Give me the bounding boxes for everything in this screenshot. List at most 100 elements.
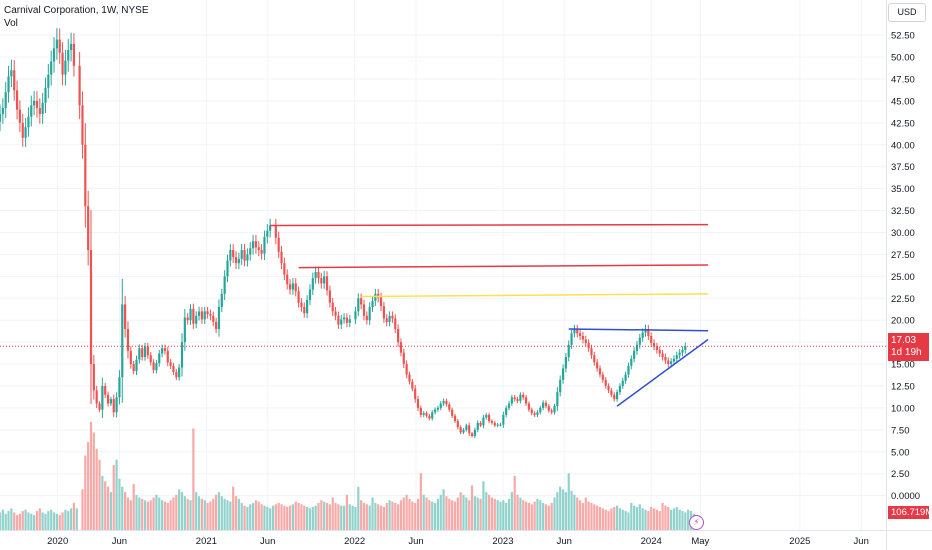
candle-body: [246, 254, 249, 261]
candle-body: [24, 127, 27, 138]
candle-body: [294, 283, 297, 292]
horizontal-level-line[interactable]: [361, 293, 709, 298]
candle-body: [385, 318, 388, 322]
volume-bar: [266, 507, 269, 530]
annotation-lines[interactable]: [270, 223, 709, 407]
volume-bar: [499, 501, 502, 530]
volume-bar: [607, 511, 610, 530]
candle-body: [254, 241, 258, 248]
candle-body: [672, 358, 676, 362]
ascending-trendline[interactable]: [616, 338, 709, 407]
volume-bar: [345, 494, 349, 530]
horizontal-level-line[interactable]: [270, 223, 709, 227]
volume-bar: [618, 508, 622, 530]
volume-bar: [647, 511, 650, 530]
volume-bar: [635, 507, 639, 530]
candle-body: [371, 300, 374, 308]
horizontal-level-line[interactable]: [568, 328, 709, 332]
volume-bar: [203, 500, 206, 530]
candle-body: [323, 276, 326, 284]
candle-body: [30, 105, 33, 117]
volume-bar: [138, 497, 141, 530]
candle-body: [439, 403, 442, 408]
candle-body: [121, 304, 124, 378]
volume-bar: [399, 500, 403, 530]
candle-body: [104, 385, 107, 395]
candle-body: [416, 399, 420, 408]
volume-bar: [143, 500, 147, 530]
volume-bar: [189, 500, 192, 530]
volume-bar: [615, 505, 619, 530]
candle-body: [215, 321, 218, 329]
candle-body: [41, 102, 44, 115]
time-tick-label: May: [691, 536, 709, 547]
volume-bar: [567, 473, 570, 530]
candle-body: [44, 87, 47, 103]
lightning-icon[interactable]: ⚡: [689, 515, 704, 530]
current-volume-badge: 106.719M: [888, 506, 932, 519]
candle-body: [266, 230, 269, 237]
candle-body: [675, 355, 678, 359]
volume-bar: [590, 502, 593, 530]
volume-bar: [118, 478, 121, 530]
volume-bar: [300, 504, 303, 530]
price-tick-label: 20.00: [891, 316, 915, 327]
candle-body: [678, 352, 681, 356]
candle-body: [670, 361, 673, 365]
price-axis[interactable]: 52.50 50.00 47.50 45.00 42.50 40.00 37.50 35.00…: [886, 0, 921, 550]
volume-bar: [544, 504, 548, 530]
candle-body: [277, 237, 280, 252]
candle-body: [596, 362, 599, 369]
candle-body: [4, 92, 7, 108]
volume-bar: [408, 498, 411, 530]
candle-body: [354, 311, 357, 320]
volume-bar: [385, 502, 388, 530]
horizontal-level-line[interactable]: [298, 264, 709, 269]
volume-bar: [681, 511, 684, 530]
volume-bar: [587, 501, 590, 530]
volume-bar: [13, 512, 16, 530]
candle-body: [260, 250, 263, 254]
volume-bar: [442, 489, 445, 530]
volume-bar: [539, 500, 542, 530]
volume-indicator-label[interactable]: Vol: [4, 18, 18, 29]
volume-bar: [470, 485, 474, 530]
volume-bar: [391, 501, 394, 530]
currency-button[interactable]: USD: [888, 3, 926, 22]
candle-body: [340, 319, 343, 325]
candle-body: [533, 413, 536, 415]
volume-bar: [507, 498, 511, 530]
volume-bars: [0, 421, 695, 530]
volume-bar: [488, 494, 491, 530]
volume-bar: [596, 505, 599, 530]
candle-body: [155, 363, 158, 371]
price-tick-label: 50.00: [891, 53, 915, 64]
candle-body: [192, 308, 195, 324]
candle-body: [419, 407, 422, 415]
volume-bar: [75, 508, 78, 530]
volume-bar: [109, 492, 113, 530]
volume-bar: [104, 481, 107, 530]
volume-bar: [561, 489, 565, 530]
volume-bar: [374, 502, 377, 530]
time-axis[interactable]: 2020 Jun 2021 Jun 2022 Jun 2023 Jun 2024 May 2025 J…: [0, 530, 932, 548]
candle-body: [200, 311, 203, 320]
volume-bar: [226, 500, 229, 530]
price-tick-label: 27.50: [891, 250, 915, 261]
volume-bar: [670, 509, 673, 530]
volume-bar: [473, 496, 476, 530]
volume-bar: [286, 507, 289, 530]
volume-bar: [510, 492, 513, 530]
volume-bar: [135, 494, 138, 530]
candle-body: [13, 70, 16, 91]
current-price-badge: 17.03 1d 19h: [888, 333, 929, 361]
candle-body: [553, 406, 556, 413]
volume-bar: [106, 486, 110, 530]
candle-body: [513, 397, 516, 400]
symbol-title[interactable]: Carnival Corporation, 1W, NYSE: [4, 5, 149, 16]
volume-bar: [283, 505, 286, 530]
chart-grid: [0, 0, 886, 530]
candle-body: [684, 346, 687, 351]
volume-bar: [169, 500, 172, 530]
